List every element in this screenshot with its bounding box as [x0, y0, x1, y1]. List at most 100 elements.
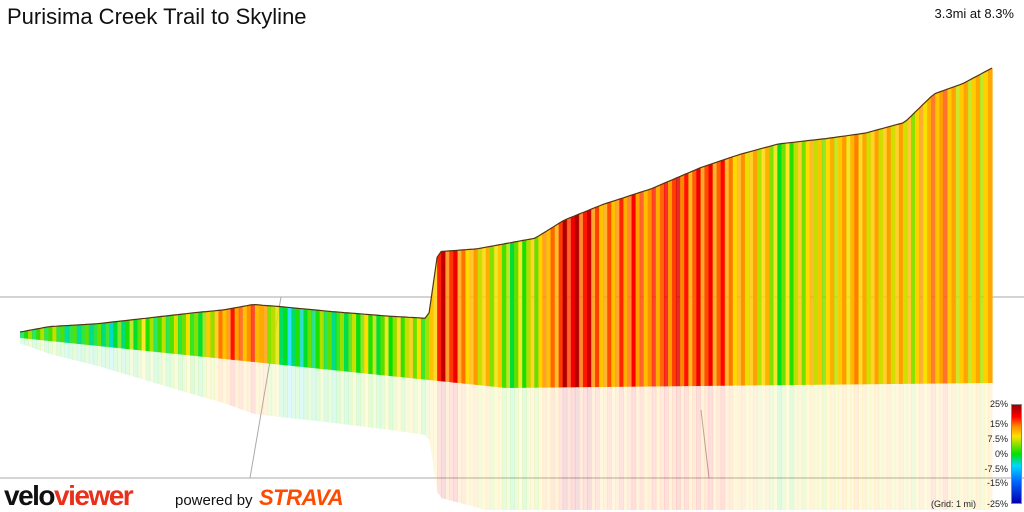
- reflection-strip: [408, 378, 414, 434]
- reflection-strip: [850, 384, 855, 510]
- profile-strip: [619, 197, 625, 387]
- reflection-strip: [578, 387, 584, 510]
- reflection-strip: [481, 385, 487, 510]
- profile-strip: [210, 310, 215, 358]
- profile-strip: [113, 321, 118, 348]
- profile-strip: [335, 311, 341, 371]
- reflection-strip: [206, 357, 211, 400]
- profile-strip: [611, 200, 616, 387]
- reflection-strip: [60, 342, 66, 358]
- profile-strip: [506, 242, 511, 388]
- legend-tick: 25%: [989, 399, 1008, 409]
- reflection-strip: [360, 373, 365, 427]
- profile-strip: [882, 127, 888, 385]
- profile-strip: [886, 126, 892, 385]
- reflection-strip: [611, 386, 616, 510]
- reflection-strip: [380, 375, 386, 430]
- profile-strip: [724, 158, 730, 386]
- strava-logo[interactable]: STRAVA: [259, 485, 344, 510]
- profile-strip: [258, 304, 264, 363]
- profile-outline: [19, 67, 993, 333]
- profile-strip: [32, 329, 37, 340]
- reflection-strip: [186, 355, 191, 394]
- reflection-strip: [911, 383, 916, 510]
- reflection-strip: [105, 346, 110, 370]
- reflection-strip: [275, 364, 280, 417]
- reflection-strip: [129, 349, 134, 377]
- profile-strip: [453, 250, 458, 383]
- profile-strip: [344, 312, 349, 372]
- profile-strip: [830, 137, 835, 385]
- profile-strip: [595, 205, 600, 388]
- reflection-strip: [534, 387, 539, 510]
- profile-strip: [198, 311, 203, 357]
- profile-strip: [570, 215, 576, 388]
- profile-strip: [582, 210, 588, 388]
- reflection-strip: [295, 366, 301, 420]
- reflection-strip: [226, 359, 232, 406]
- profile-strip: [218, 309, 224, 359]
- reflection-strip: [684, 386, 689, 510]
- profile-strip: [566, 217, 572, 388]
- profile-strip: [939, 90, 944, 384]
- profile-strip: [510, 242, 515, 388]
- gradient-legend-bar: [1011, 404, 1022, 504]
- profile-strip: [331, 311, 337, 371]
- reflection-strip: [659, 386, 665, 510]
- profile-strip: [465, 249, 471, 385]
- reflection-strip: [279, 364, 284, 418]
- profile-strip: [923, 100, 928, 384]
- reflection-strip: [720, 385, 726, 510]
- profile-strip: [234, 307, 240, 361]
- reflection-strip: [587, 387, 592, 510]
- reflection-strip: [712, 385, 718, 510]
- profile-strip: [372, 314, 377, 375]
- profile-strip: [445, 250, 450, 383]
- profile-strip: [60, 325, 66, 343]
- profile-strip: [425, 312, 430, 381]
- reflection-strip: [96, 345, 102, 368]
- profile-strip: [165, 315, 171, 354]
- reflection-strip: [854, 384, 859, 510]
- reflection-strip: [388, 375, 394, 431]
- profile-strip: [825, 138, 831, 385]
- profile-strip: [404, 317, 410, 378]
- profile-strip: [728, 156, 734, 386]
- reflection-strip: [372, 374, 377, 429]
- profile-strip: [392, 316, 398, 377]
- climb-stats: 3.3mi at 8.3%: [934, 6, 1015, 21]
- profile-strip: [878, 128, 884, 385]
- reflection-strip: [40, 340, 45, 353]
- reflection-strip: [307, 367, 313, 421]
- profile-strip: [396, 316, 402, 378]
- reflection-strip: [303, 367, 309, 421]
- reflection-strip: [886, 384, 892, 510]
- reflection-strip: [400, 377, 406, 433]
- veloviewer-logo[interactable]: veloviewer: [4, 480, 134, 512]
- reflection-strip: [485, 385, 491, 510]
- profile-strips: [20, 68, 993, 388]
- reflection-strip: [846, 384, 851, 510]
- reflection-strip: [777, 385, 782, 510]
- reflection-strip: [688, 386, 693, 510]
- reflection-strip: [506, 387, 511, 510]
- legend-tick: -25%: [986, 499, 1008, 509]
- profile-strip: [40, 327, 45, 341]
- profile-strip: [364, 314, 369, 374]
- profile-strip: [720, 159, 726, 386]
- reflection-strip: [939, 383, 944, 510]
- reflection-strip: [72, 343, 78, 361]
- reflection-strip: [874, 384, 880, 510]
- profile-strip: [785, 142, 791, 386]
- profile-strip: [267, 305, 272, 364]
- reflection-strip: [218, 358, 224, 403]
- profile-strip: [400, 316, 406, 378]
- reflection-strip: [769, 385, 774, 510]
- reflection-strip: [84, 344, 90, 364]
- reflection-strip: [497, 387, 503, 510]
- reflection-strip: [493, 386, 499, 510]
- reflection-strip: [222, 358, 228, 405]
- reflection-strip: [92, 345, 98, 366]
- profile-strip: [96, 323, 102, 347]
- reflection-strip: [696, 386, 701, 510]
